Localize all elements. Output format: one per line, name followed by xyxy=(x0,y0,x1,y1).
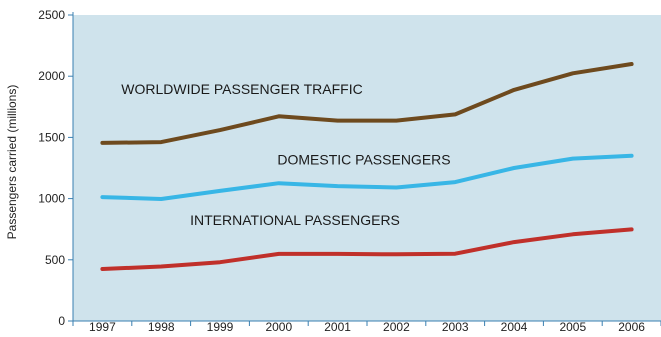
series-label: INTERNATIONAL PASSENGERS xyxy=(190,212,400,228)
y-axis: 0 500 1000 1500 2000 2500 xyxy=(38,8,73,328)
plot-area xyxy=(73,15,661,321)
y-tick-label: 2000 xyxy=(38,69,65,83)
y-tick-label: 2500 xyxy=(38,8,65,22)
y-tick-label: 1000 xyxy=(38,192,65,206)
y-tick-label: 1500 xyxy=(38,130,65,144)
x-tick-label: 2004 xyxy=(501,320,528,332)
x-tick-label: 2003 xyxy=(442,320,469,332)
series-label: DOMESTIC PASSENGERS xyxy=(277,152,450,168)
x-axis: 1997 1998 1999 2000 2001 2002 2003 2004 2005 2006 xyxy=(73,320,661,332)
y-tick-label: 500 xyxy=(45,253,65,267)
x-tick-label: 1997 xyxy=(89,320,116,332)
x-tick-label: 1999 xyxy=(207,320,234,332)
x-tick-label: 2001 xyxy=(324,320,351,332)
series-label: WORLDWIDE PASSENGER TRAFFIC xyxy=(121,81,362,97)
x-tick-label: 2000 xyxy=(265,320,292,332)
x-tick-label: 2002 xyxy=(383,320,410,332)
y-tick-label: 0 xyxy=(58,314,65,328)
x-tick-label: 1998 xyxy=(148,320,175,332)
x-tick-label: 2006 xyxy=(618,320,645,332)
x-tick-label: 2005 xyxy=(559,320,586,332)
y-axis-title: Passengers carried (millions) xyxy=(5,85,19,240)
